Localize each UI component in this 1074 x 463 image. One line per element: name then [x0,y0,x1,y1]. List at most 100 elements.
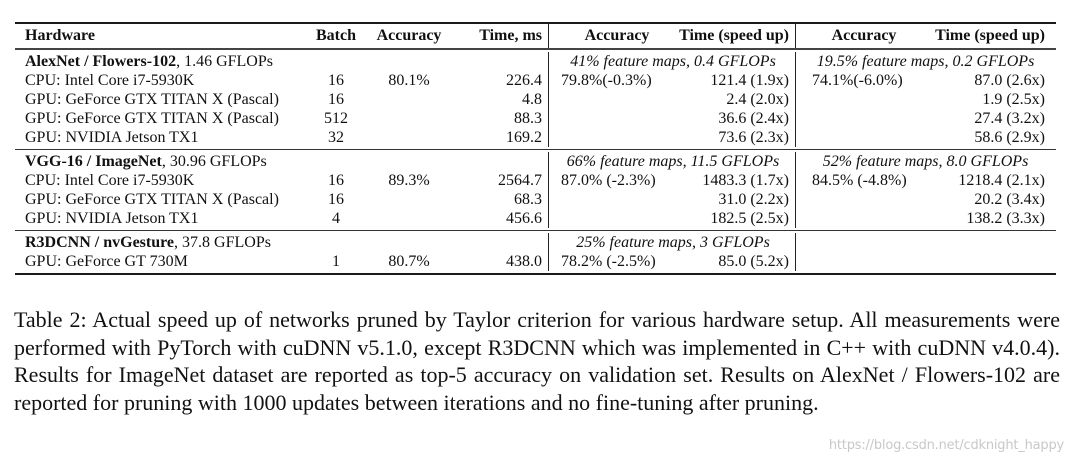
column-divider [542,152,557,171]
cell-time: 226.4 [506,72,542,89]
cell-p2-accuracy: 84.5% (-4.8%) [812,172,907,189]
header-rule [15,48,1056,50]
cell-hardware: GPU: GeForce GTX TITAN X (Pascal) [25,91,279,108]
cell-time: 88.3 [514,110,542,127]
cell-p2-accuracy [804,109,924,128]
column-divider [789,71,804,90]
pruned2-label [804,233,1047,252]
results-table: Hardware Batch Accuracy Time, ms Accurac… [15,22,1056,275]
cell-batch: 16 [328,172,344,189]
group-title: R3DCNN / nvGesture, 37.8 GFLOPs [25,234,271,251]
table-group-r3dcnn: R3DCNN / nvGesture, 37.8 GFLOPs 25% feat… [15,231,1056,273]
group-title-row: R3DCNN / nvGesture, 37.8 GFLOPs 25% feat… [15,233,1056,252]
cell-hardware: GPU: GeForce GT 730M [25,253,188,270]
cell-p1-accuracy [557,109,677,128]
cell-p2-accuracy [804,252,924,271]
column-divider [542,171,557,190]
group-title-row: VGG-16 / ImageNet, 30.96 GFLOPs 66% feat… [15,152,1056,171]
cell-p2-time: 20.2 (3.4x) [974,191,1045,208]
group-rule [15,149,1056,150]
cell-p1-time: 85.0 (5.2x) [718,253,789,270]
table-row: GPU: GeForce GT 730M 1 80.7% 438.0 78.2%… [15,252,1056,271]
header-time: Time, ms [479,27,542,44]
cell-p2-time: 1.9 (2.5x) [982,91,1045,108]
cell-p2-time: 1218.4 (2.1x) [958,172,1045,189]
cell-p2-time: 27.4 (3.2x) [974,110,1045,127]
cell-p1-accuracy [557,190,677,209]
cell-p1-time: 1483.3 (1.7x) [702,172,789,189]
column-divider [789,252,804,271]
cell-p1-accuracy: 78.2% (-2.5%) [561,253,656,270]
top-rule [15,22,1056,24]
pruned2-label: 52% feature maps, 8.0 GFLOPs [822,153,1029,170]
pruned1-label: 25% feature maps, 3 GFLOPs [576,234,770,251]
column-divider [789,52,804,71]
cell-p1-time: 2.4 (2.0x) [726,91,789,108]
table-group-alexnet: AlexNet / Flowers-102, 1.46 GFLOPs 41% f… [15,50,1056,149]
cell-batch: 1 [332,253,340,270]
cell-time: 169.2 [506,129,542,146]
cell-p2-accuracy [804,190,924,209]
cell-accuracy: 89.3% [388,172,430,189]
header-pruned2-time: Time (speed up) [935,27,1045,44]
column-divider [789,171,804,190]
column-divider [542,52,557,71]
cell-accuracy [361,190,457,209]
cell-p1-accuracy: 87.0% (-2.3%) [561,172,656,189]
column-divider [789,190,804,209]
column-divider [542,128,557,147]
table-row: GPU: NVIDIA Jetson TX1 32 169.2 73.6 (2.… [15,128,1056,147]
cell-hardware: GPU: GeForce GTX TITAN X (Pascal) [25,110,279,127]
cell-accuracy [361,90,457,109]
cell-p1-accuracy [557,128,677,147]
pruned1-label: 41% feature maps, 0.4 GFLOPs [570,53,776,70]
column-divider [789,90,804,109]
cell-p2-time: 87.0 (2.6x) [974,72,1045,89]
cell-hardware: GPU: GeForce GTX TITAN X (Pascal) [25,191,279,208]
cell-accuracy: 80.1% [388,72,430,89]
cell-hardware: GPU: NVIDIA Jetson TX1 [25,129,199,146]
cell-time: 68.3 [514,191,542,208]
cell-p1-time: 36.6 (2.4x) [718,110,789,127]
table-group-vgg16: VGG-16 / ImageNet, 30.96 GFLOPs 66% feat… [15,150,1056,230]
cell-batch: 512 [324,110,348,127]
cell-p1-time: 31.0 (2.2x) [718,191,789,208]
cell-p2-accuracy: 74.1%(-6.0%) [812,72,903,89]
cell-p1-time: 121.4 (1.9x) [710,72,789,89]
cell-time: 456.6 [506,210,542,227]
column-divider [542,190,557,209]
cell-p1-accuracy: 79.8%(-0.3%) [561,72,652,89]
column-divider [789,128,804,147]
cell-p1-accuracy [557,90,677,109]
table-row: CPU: Intel Core i7-5930K 16 80.1% 226.4 … [15,71,1056,90]
cell-p2-time [924,252,1047,271]
cell-time: 2564.7 [498,172,542,189]
cell-hardware: CPU: Intel Core i7-5930K [25,72,195,89]
table-caption: Table 2: Actual speed up of networks pru… [14,307,1060,415]
table-row: GPU: GeForce GTX TITAN X (Pascal) 512 88… [15,109,1056,128]
column-divider [542,233,557,252]
header-pruned2-accuracy: Accuracy [831,27,897,44]
cell-hardware: GPU: NVIDIA Jetson TX1 [25,210,199,227]
header-row: Hardware Batch Accuracy Time, ms Accurac… [15,24,1056,48]
cell-p2-time: 58.6 (2.9x) [974,129,1045,146]
cell-accuracy [361,109,457,128]
column-divider [789,152,804,171]
pruned2-label: 19.5% feature maps, 0.2 GFLOPs [816,53,1035,70]
table-row: GPU: GeForce GTX TITAN X (Pascal) 16 4.8… [15,90,1056,109]
cell-p1-time: 73.6 (2.3x) [718,129,789,146]
header-accuracy: Accuracy [376,27,442,44]
cell-p2-accuracy [804,128,924,147]
cell-accuracy [361,209,457,228]
group-title: VGG-16 / ImageNet, 30.96 GFLOPs [25,153,267,170]
header-pruned1-accuracy: Accuracy [584,27,650,44]
column-divider [789,24,804,48]
cell-p1-time: 182.5 (2.5x) [710,210,789,227]
cell-batch: 16 [328,91,344,108]
cell-time: 4.8 [522,91,542,108]
cell-batch: 32 [328,129,344,146]
cell-p2-time: 138.2 (3.3x) [966,210,1045,227]
column-divider [542,24,557,48]
cell-hardware: CPU: Intel Core i7-5930K [25,172,195,189]
table-row: GPU: GeForce GTX TITAN X (Pascal) 16 68.… [15,190,1056,209]
